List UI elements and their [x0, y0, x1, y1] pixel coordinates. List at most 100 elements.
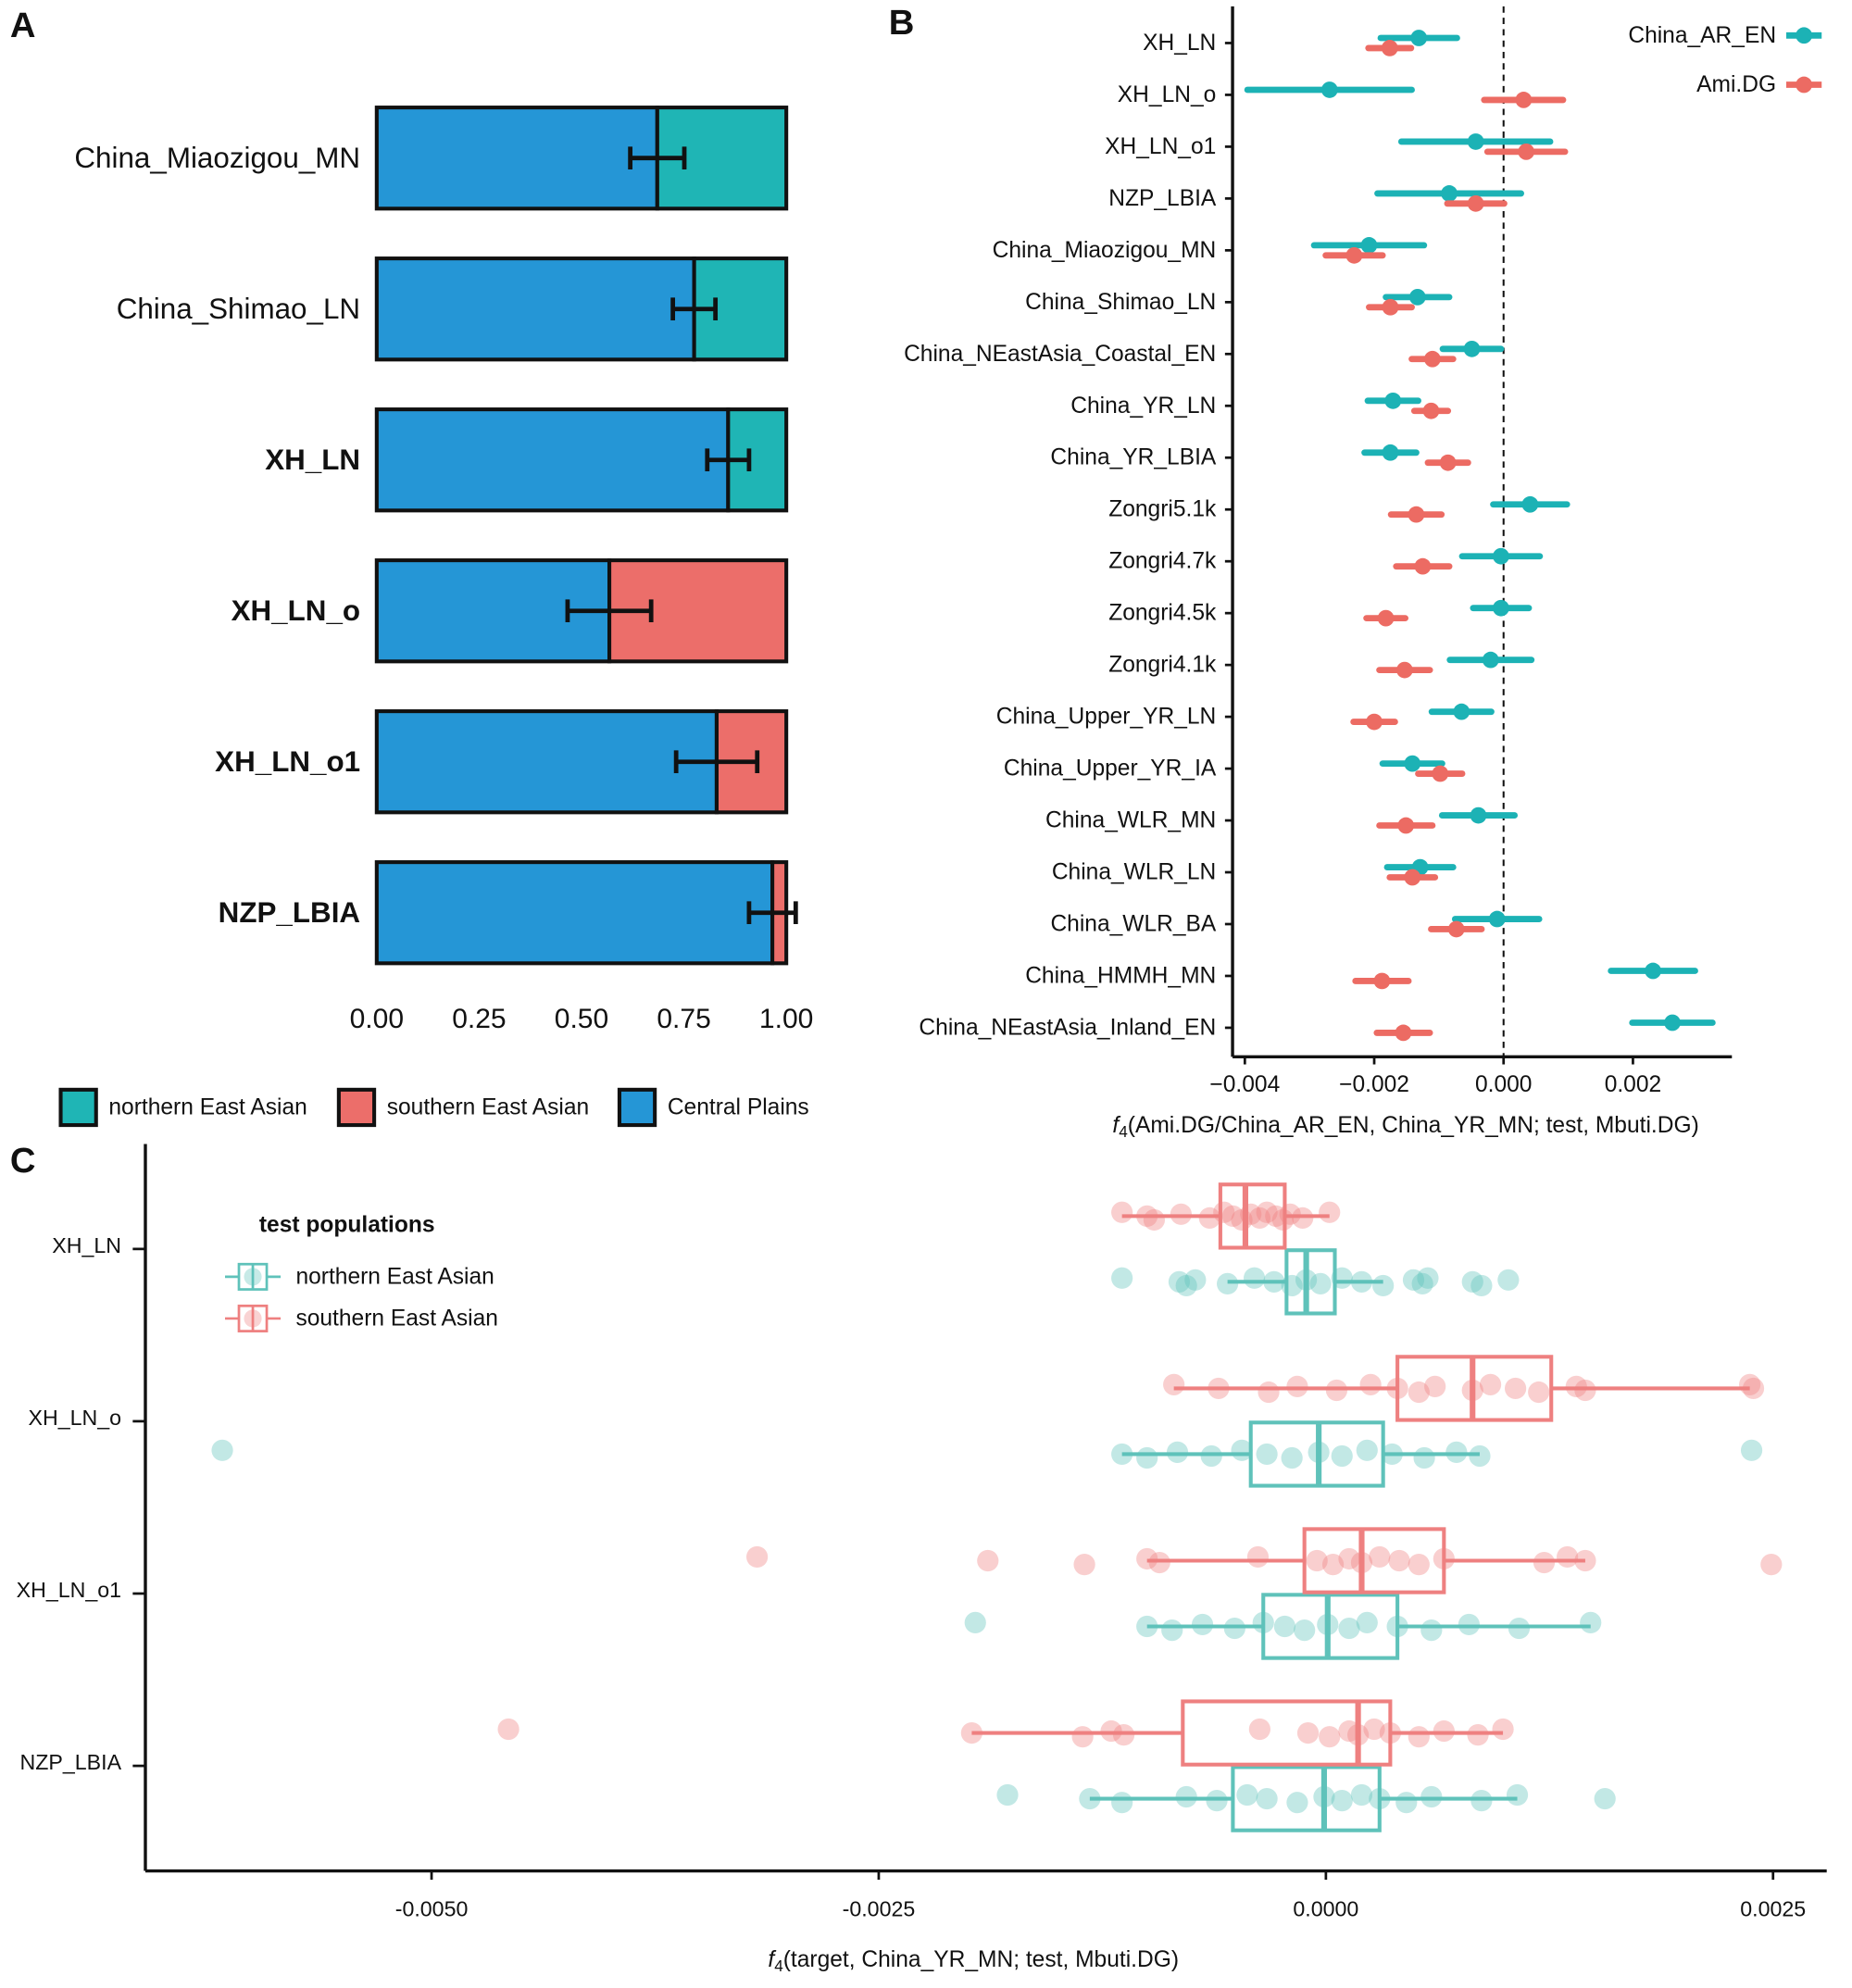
point [1363, 1718, 1385, 1741]
point [1111, 1267, 1133, 1289]
point [1373, 972, 1391, 990]
point [1161, 1619, 1183, 1642]
category-label: NZP_LBIA [1108, 186, 1217, 211]
point [1256, 1443, 1278, 1466]
point [1356, 1439, 1378, 1461]
x-axis-label-text: (target, China_YR_MN; test, Mbuti.DG) [783, 1947, 1179, 1972]
category-label: China_Shimao_LN [1025, 290, 1216, 315]
point [1079, 1787, 1101, 1810]
category-label: China_YR_LBIA [1050, 445, 1216, 470]
point [1338, 1617, 1360, 1640]
error-bar [628, 146, 687, 169]
point [1740, 1439, 1763, 1461]
category-label: XH_LN_o1 [17, 1578, 121, 1602]
x-tick-label: -0.0050 [395, 1896, 469, 1920]
box [1284, 1248, 1337, 1316]
point [1356, 1611, 1378, 1634]
point [1417, 1267, 1439, 1289]
point [1432, 765, 1449, 782]
legend-dot [1796, 76, 1812, 94]
point [1518, 144, 1535, 160]
category-label: China_HMMH_MN [1025, 963, 1216, 988]
legend-label: northern East Asian [108, 1094, 307, 1119]
bar-segment [374, 709, 720, 815]
point [1258, 1381, 1280, 1404]
box [1231, 1765, 1382, 1832]
legend-label: southern East Asian [295, 1306, 497, 1331]
point [1463, 340, 1481, 357]
point [1350, 1783, 1373, 1807]
point [1236, 1783, 1258, 1807]
point [1136, 1446, 1158, 1469]
category-label: China_Shimao_LN [117, 293, 360, 325]
panel-label: C [10, 1141, 36, 1181]
point [1221, 1205, 1245, 1227]
category-label: XH_LN_o [29, 1406, 122, 1430]
point [1360, 237, 1378, 254]
error-bar [670, 297, 719, 320]
category-label: Zongri4.7k [1108, 549, 1217, 574]
x-axis-label-subscript: 4 [1119, 1122, 1128, 1141]
x-tick-label: 0.002 [1605, 1072, 1661, 1097]
legend-label: Ami.DG [1696, 72, 1776, 97]
category-label: XH_LN [52, 1233, 121, 1257]
category-label: China_NEastAsia_Coastal_EN [904, 342, 1216, 367]
point [1402, 1269, 1425, 1291]
point [1493, 547, 1509, 565]
legend-label: northern East Asian [295, 1264, 494, 1289]
point [1506, 1783, 1529, 1807]
x-axis-label: f4(Ami.DG/China_AR_EN, China_YR_MN; test… [1112, 1113, 1698, 1141]
point [1384, 392, 1402, 409]
point [1408, 1554, 1430, 1576]
x-tick-label: 0.0000 [1293, 1896, 1358, 1920]
point [1281, 1446, 1303, 1469]
point [1424, 1375, 1446, 1397]
bar-segment [374, 860, 775, 966]
point [1470, 1274, 1493, 1297]
point [497, 1718, 519, 1741]
point [1408, 1381, 1430, 1404]
point [1404, 755, 1421, 772]
point [1515, 92, 1533, 108]
point [1306, 1549, 1328, 1572]
point [1143, 1208, 1166, 1232]
point [1470, 806, 1487, 824]
point [1557, 1545, 1579, 1569]
category-label: XH_LN [265, 444, 360, 476]
point [1184, 1269, 1207, 1291]
point [1170, 1203, 1192, 1225]
point [1467, 194, 1484, 212]
point [1493, 599, 1509, 617]
point [1111, 1201, 1133, 1223]
legend-label: Central Plains [668, 1094, 809, 1119]
point [1413, 1446, 1435, 1469]
error-bar [746, 901, 798, 925]
bar-segment [374, 106, 659, 211]
point [1382, 298, 1399, 316]
point [1338, 1719, 1360, 1743]
point [1331, 1790, 1353, 1812]
panel-label: A [10, 6, 36, 45]
point [1359, 1373, 1382, 1395]
point [964, 1611, 986, 1634]
x-tick-label: -0.0025 [843, 1896, 916, 1920]
point [1248, 1718, 1270, 1741]
point [1331, 1444, 1353, 1468]
category-label: XH_LN_o [232, 594, 360, 627]
legend-swatch [58, 1087, 98, 1128]
point [1338, 1547, 1360, 1570]
point [1265, 1205, 1287, 1227]
category-label: China_NEastAsia_Inland_EN [919, 1015, 1216, 1040]
x-tick-label: 0.75 [657, 1004, 710, 1034]
point [1404, 869, 1421, 886]
box [1181, 1699, 1393, 1767]
x-tick-label: 0.50 [555, 1004, 608, 1034]
point [1395, 1792, 1418, 1814]
bar-segment [374, 256, 696, 362]
point [1217, 1272, 1239, 1295]
point [1388, 1549, 1410, 1572]
point [1742, 1377, 1765, 1400]
point [1497, 1269, 1520, 1291]
point [1424, 350, 1441, 368]
